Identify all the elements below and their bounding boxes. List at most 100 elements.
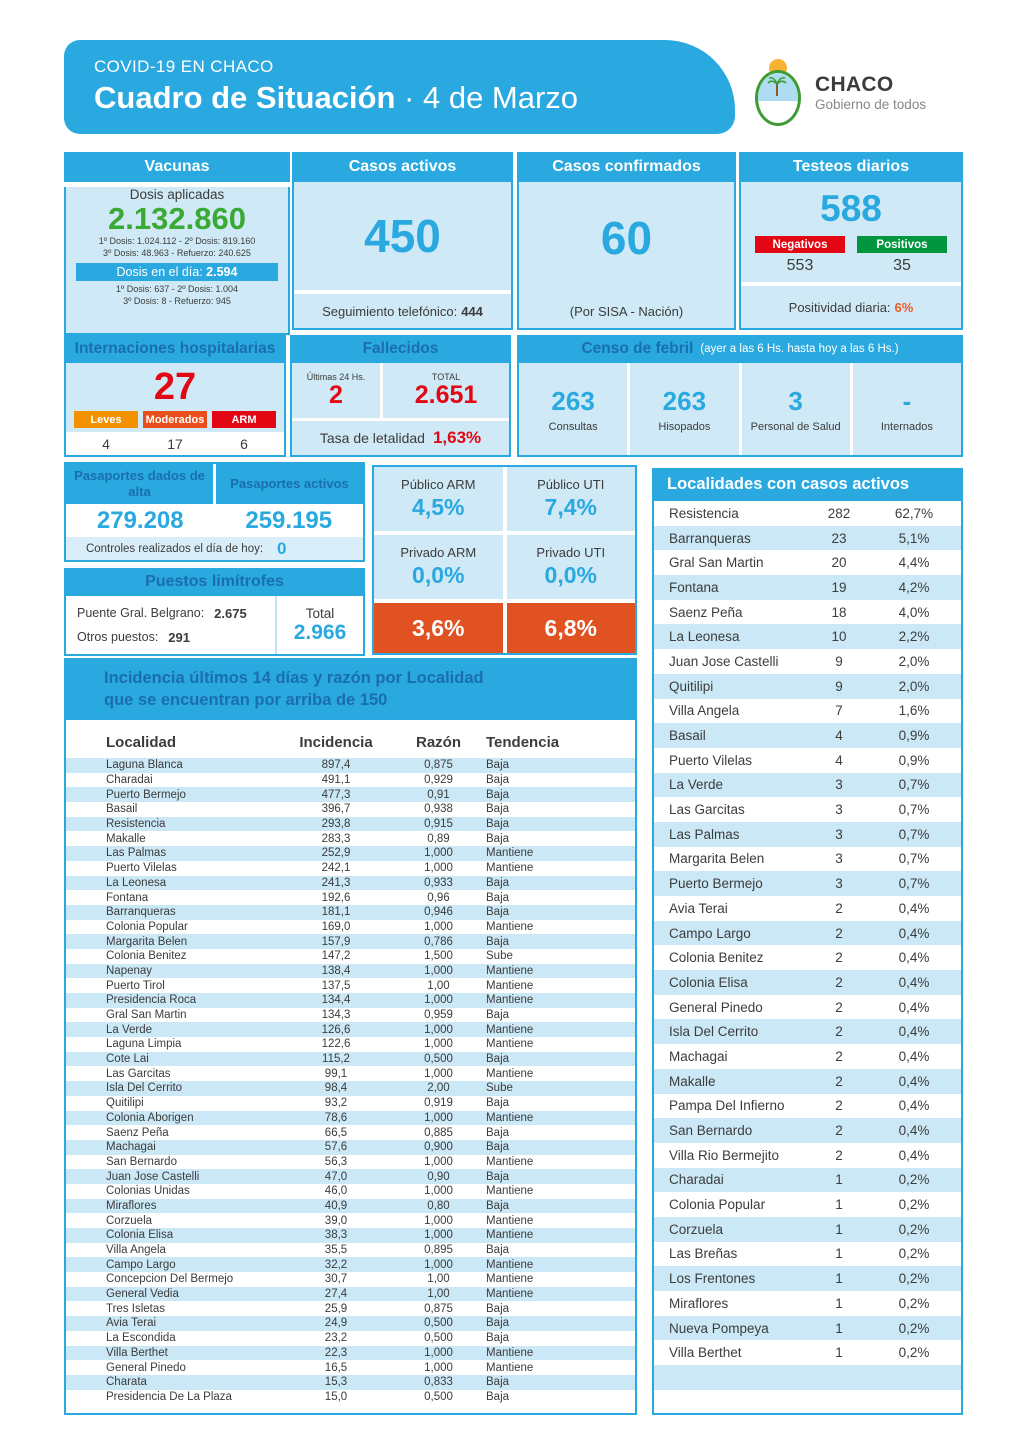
incidencia-value: 157,9	[321, 935, 351, 948]
localidad-row: Makalle 2 0,4%	[654, 1068, 961, 1094]
controles-strip: Controles realizados el día de hoy: 0	[66, 537, 363, 560]
localidad-percent: 62,7%	[894, 505, 934, 521]
localidad-row: Las Palmas 3 0,7%	[654, 821, 961, 847]
incidencia-row: Barranqueras 181,1 0,946 Baja	[66, 904, 635, 920]
localidad-count: 20	[831, 555, 847, 571]
incidencia-tendencia: Baja	[486, 906, 510, 919]
incidencia-value: 93,2	[324, 1097, 348, 1110]
incidencia-row: Juan Jose Castelli 47,0 0,90 Baja	[66, 1169, 635, 1184]
localidad-row: Las Garcitas 3 0,7%	[654, 797, 961, 822]
localidad-row: Colonia Elisa 2 0,4%	[654, 970, 961, 995]
sisa-note: (Por SISA - Nación)	[569, 303, 684, 319]
incidencia-localidad: Puerto Vilelas	[106, 862, 177, 875]
incidencia-value: 897,4	[321, 759, 351, 772]
puestos-body: Puente Gral. Belgrano: 2.675 Otros puest…	[64, 596, 365, 656]
pasaportes-alta-title: Pasaportes dados de alta	[66, 464, 213, 504]
incidencia-row: Colonia Popular 169,0 1,000 Mantiene	[66, 920, 635, 935]
localidad-row: Quitilipi 9 2,0%	[654, 673, 961, 699]
localidad-row	[654, 1390, 961, 1413]
incidencia-razon: 0,929	[424, 774, 453, 787]
incidencia-localidad: San Bernardo	[106, 1155, 177, 1168]
testeos-card: Testeos diarios 588 Negativos 553 Positi…	[739, 152, 963, 330]
incidencia-localidad: Tres Isletas	[106, 1302, 166, 1315]
puestos-total-value: 2.966	[293, 620, 347, 644]
incidencia-tendencia: Baja	[486, 1053, 510, 1066]
localidad-name: Juan Jose Castelli	[669, 653, 779, 669]
incidencia-razon: 0,875	[424, 1302, 453, 1315]
letalidad-label: Tasa de letalidad	[319, 430, 425, 446]
incidencia-localidad: Saenz Peña	[106, 1126, 169, 1139]
dosis-dia-value: 2.594	[206, 265, 238, 280]
incidencia-localidad: Makalle	[106, 832, 146, 845]
casos-activos-body: 450 Seguimiento telefónico: 444	[292, 182, 513, 330]
localidad-row: Villa Berthet 1 0,2%	[654, 1340, 961, 1365]
localidad-name: Fontana	[669, 579, 719, 595]
incidencia-razon: 0,500	[424, 1053, 453, 1066]
incidencia-razon: 0,89	[427, 832, 450, 845]
incidencia-tendencia: Baja	[486, 1390, 510, 1403]
total-fallecidos-label: TOTAL	[431, 372, 461, 383]
incidencia-row: Puerto Tirol 137,5 1,00 Mantiene	[66, 978, 635, 993]
incidencia-tendencia: Baja	[486, 1302, 510, 1315]
incidencia-localidad: Charadai	[106, 774, 153, 787]
incidencia-tendencia: Mantiene	[486, 1214, 534, 1227]
incidencia-row: Cote Lai 115,2 0,500 Baja	[66, 1051, 635, 1067]
incidencia-value: 27,4	[324, 1288, 348, 1301]
incidencia-tendencia: Baja	[486, 1126, 510, 1139]
localidad-name: Las Breñas	[669, 1246, 738, 1262]
localidad-percent: 0,4%	[898, 900, 930, 916]
testeos-value: 588	[820, 188, 882, 229]
incidencia-row: Corzuela 39,0 1,000 Mantiene	[66, 1213, 635, 1228]
incidencia-razon: 0,500	[424, 1332, 453, 1345]
localidad-percent: 0,2%	[898, 1221, 930, 1237]
incidencia-razon: 0,895	[424, 1244, 453, 1257]
col-incidencia: Incidencia	[299, 733, 373, 751]
localidad-row: Puerto Vilelas 4 0,9%	[654, 748, 961, 773]
incidencia-tendencia: Baja	[486, 935, 510, 948]
incidencia-tendencia: Baja	[486, 1009, 510, 1022]
localidad-name: Las Palmas	[669, 826, 740, 842]
positivos-col: Positivos 35	[857, 236, 947, 282]
puesto-row: Puente Gral. Belgrano: 2.675	[77, 606, 275, 621]
incidencia-value: 25,9	[324, 1302, 348, 1315]
incidencia-localidad: Charata	[106, 1376, 147, 1389]
incidencia-razon: 0,875	[424, 759, 453, 772]
localidad-percent: 0,4%	[898, 999, 930, 1015]
localidad-percent: 0,9%	[898, 752, 930, 768]
incidencia-value: 30,7	[324, 1273, 348, 1286]
incidencia-localidad: Cote Lai	[106, 1053, 149, 1066]
localidad-name: Villa Rio Bermejito	[669, 1147, 780, 1163]
censo-title: Censo de febril	[581, 340, 694, 357]
localidad-row: La Leonesa 10 2,2%	[654, 624, 961, 650]
localidad-row: San Bernardo 2 0,4%	[654, 1118, 961, 1143]
incidencia-razon: 0,915	[424, 818, 453, 831]
fallecidos-card: Fallecidos Últimas 24 Hs. 2 TOTAL 2.651 …	[290, 335, 511, 457]
moderados-value: 17	[167, 435, 183, 452]
incidencia-row: Presidencia Roca 134,4 1,000 Mantiene	[66, 993, 635, 1008]
internados-label: Internados	[880, 420, 933, 433]
incidencia-value: 56,3	[324, 1155, 348, 1168]
localidad-count: 1	[835, 1345, 843, 1361]
otros-puestos-value: 291	[168, 629, 190, 645]
localidad-count: 1	[835, 1221, 843, 1237]
localidad-name: Los Frentones	[669, 1271, 756, 1287]
incidencia-row: La Verde 126,6 1,000 Mantiene	[66, 1022, 635, 1038]
ocupacion-grid: Público ARM 4,5% Público UTI 7,4% Privad…	[372, 465, 637, 655]
incidencia-row: Napenay 138,4 1,000 Mantiene	[66, 963, 635, 979]
incidencia-localidad: Laguna Blanca	[106, 759, 183, 772]
personal-salud-label: Personal de Salud	[750, 420, 841, 433]
privado-uti-label: Privado UTI	[536, 545, 606, 560]
incidencia-localidad: Fontana	[106, 891, 149, 904]
incidencia-row: Laguna Blanca 897,4 0,875 Baja	[66, 758, 635, 773]
localidad-row: Villa Angela 7 1,6%	[654, 699, 961, 724]
leves-badge: Leves	[74, 411, 138, 428]
testeos-badges: Negativos 553 Positivos 35	[755, 236, 947, 282]
logo-text: CHACO Gobierno de todos	[815, 73, 926, 113]
casos-activos-value: 450	[364, 210, 441, 262]
fallecidos-title: Fallecidos	[362, 340, 439, 357]
testeos-title: Testeos diarios	[739, 152, 963, 182]
incidencia-localidad: Puerto Tirol	[106, 979, 165, 992]
localidad-count: 1	[835, 1197, 843, 1213]
incidencia-row: Colonia Benitez 147,2 1,500 Sube	[66, 949, 635, 964]
incidencia-razon: 1,000	[424, 964, 453, 977]
